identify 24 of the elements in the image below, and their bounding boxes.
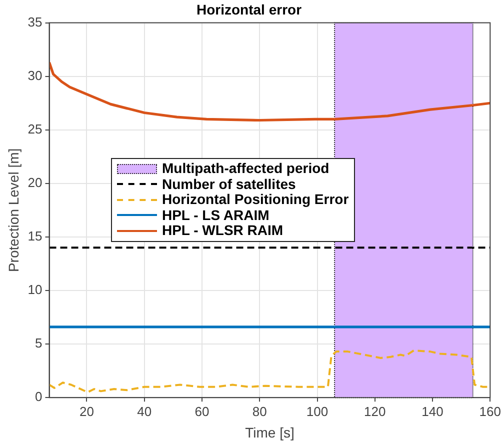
band-label: Multipath-affected period	[162, 160, 330, 177]
x-tick-label: 140	[422, 404, 444, 419]
y-axis-title: Protection Level [m]	[5, 148, 22, 272]
x-tick-label: 100	[306, 404, 328, 419]
x-tick-label: 20	[79, 404, 94, 419]
y-tick-label: 20	[28, 175, 42, 190]
y-tick-label: 0	[35, 389, 42, 404]
x-axis-title: Time [s]	[245, 424, 294, 440]
legend-label: Number of satellites	[162, 176, 296, 192]
chart-title: Horizontal error	[196, 1, 302, 18]
y-tick-label: 5	[35, 336, 42, 351]
y-tick-label: 15	[28, 228, 42, 244]
legend-label: Horizontal Positioning Error	[162, 191, 349, 208]
legend-label: HPL - LS ARAIM	[162, 206, 270, 224]
x-tick-label: 60	[194, 404, 210, 419]
y-tick-label: 35	[28, 14, 42, 30]
y-tick-label: 10	[28, 282, 42, 298]
x-tick-label: 40	[137, 404, 152, 419]
x-tick-label: 80	[252, 404, 267, 419]
y-tick-label: 30	[28, 68, 42, 83]
x-tick-label: 160	[479, 404, 502, 419]
y-tick-label: 25	[28, 121, 42, 136]
legend-label: HPL - WLSR RAIM	[162, 222, 284, 239]
x-tick-label: 120	[364, 404, 386, 419]
